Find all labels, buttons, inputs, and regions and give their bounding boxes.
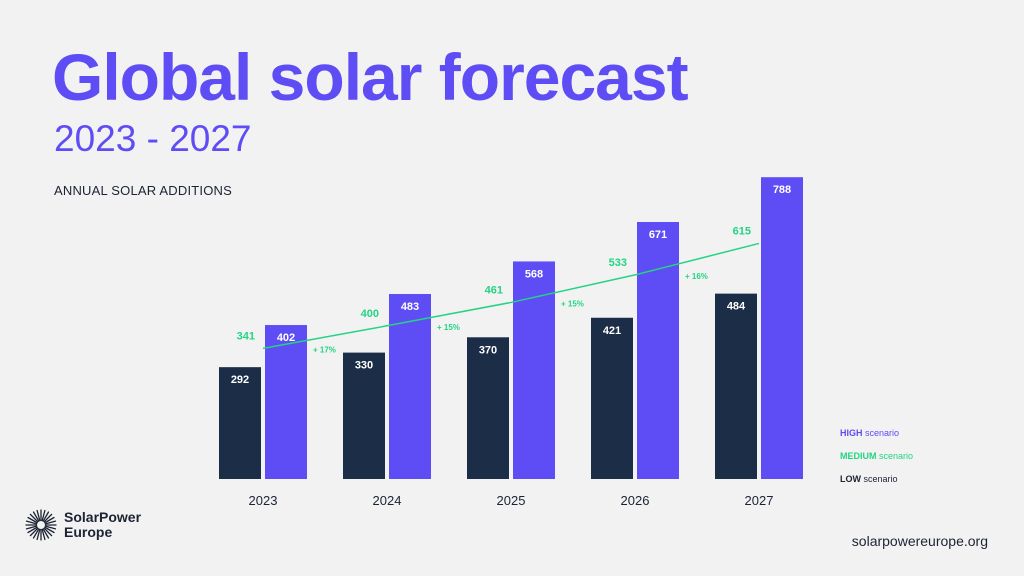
x-tick-2026: 2026 — [621, 493, 650, 508]
legend-low-rest: scenario — [861, 474, 898, 484]
label-high-2027: 788 — [773, 184, 791, 196]
logo-text: SolarPower Europe — [64, 510, 141, 540]
website-link[interactable]: solarpowereurope.org — [851, 533, 988, 549]
bar-low-2024 — [343, 352, 385, 479]
label-low-2026: 421 — [603, 325, 621, 337]
chart-legend: HIGH scenario MEDIUM scenario LOW scenar… — [840, 422, 913, 491]
bar-high-2027 — [761, 177, 803, 480]
growth-label-3: + 15% — [561, 299, 584, 308]
medium-scenario-line — [262, 242, 760, 350]
legend-low-key: LOW — [840, 474, 861, 484]
sunburst-icon — [25, 509, 57, 541]
bar-low-2023 — [219, 367, 261, 479]
growth-label-4: + 16% — [685, 272, 708, 281]
label-high-2023: 402 — [277, 332, 295, 344]
bar-high-2023 — [265, 325, 307, 479]
label-medium-2025: 461 — [485, 284, 503, 296]
chart-label: ANNUAL SOLAR ADDITIONS — [54, 183, 233, 198]
x-tick-2027: 2027 — [745, 493, 774, 508]
page-subtitle: 2023 - 2027 — [54, 118, 252, 159]
legend-item-medium: MEDIUM scenario — [840, 445, 913, 468]
legend-item-high: HIGH scenario — [840, 422, 913, 445]
bar-low-2025 — [467, 337, 509, 479]
growth-label-2: + 15% — [437, 323, 460, 332]
label-medium-2023: 341 — [237, 330, 255, 342]
x-tick-2024: 2024 — [373, 493, 402, 508]
label-high-2025: 568 — [525, 268, 543, 280]
bar-high-2026 — [637, 222, 679, 479]
legend-high-rest: scenario — [862, 428, 900, 438]
label-medium-2024: 400 — [361, 308, 379, 320]
bar-low-2026 — [591, 317, 633, 479]
label-high-2026: 671 — [649, 229, 667, 241]
bar-low-2027 — [715, 293, 757, 479]
growth-label-1: + 17% — [313, 345, 336, 354]
legend-medium-key: MEDIUM — [840, 451, 877, 461]
label-medium-2027: 615 — [733, 225, 751, 237]
label-low-2025: 370 — [479, 344, 497, 356]
label-low-2024: 330 — [355, 360, 373, 372]
x-tick-2025: 2025 — [497, 493, 526, 508]
legend-item-low: LOW scenario — [840, 468, 913, 491]
x-tick-2023: 2023 — [249, 493, 278, 508]
label-low-2027: 484 — [727, 301, 746, 313]
logo-line-1: SolarPower — [64, 509, 142, 525]
label-high-2024: 483 — [401, 301, 419, 313]
legend-medium-rest: scenario — [876, 451, 914, 461]
label-medium-2026: 533 — [609, 257, 627, 269]
legend-high-key: HIGH — [840, 428, 863, 438]
page-title: Global solar forecast — [52, 40, 689, 114]
solarpower-europe-logo: SolarPower Europe — [24, 508, 141, 542]
label-low-2023: 292 — [231, 374, 249, 386]
logo-line-2: Europe — [64, 524, 113, 540]
